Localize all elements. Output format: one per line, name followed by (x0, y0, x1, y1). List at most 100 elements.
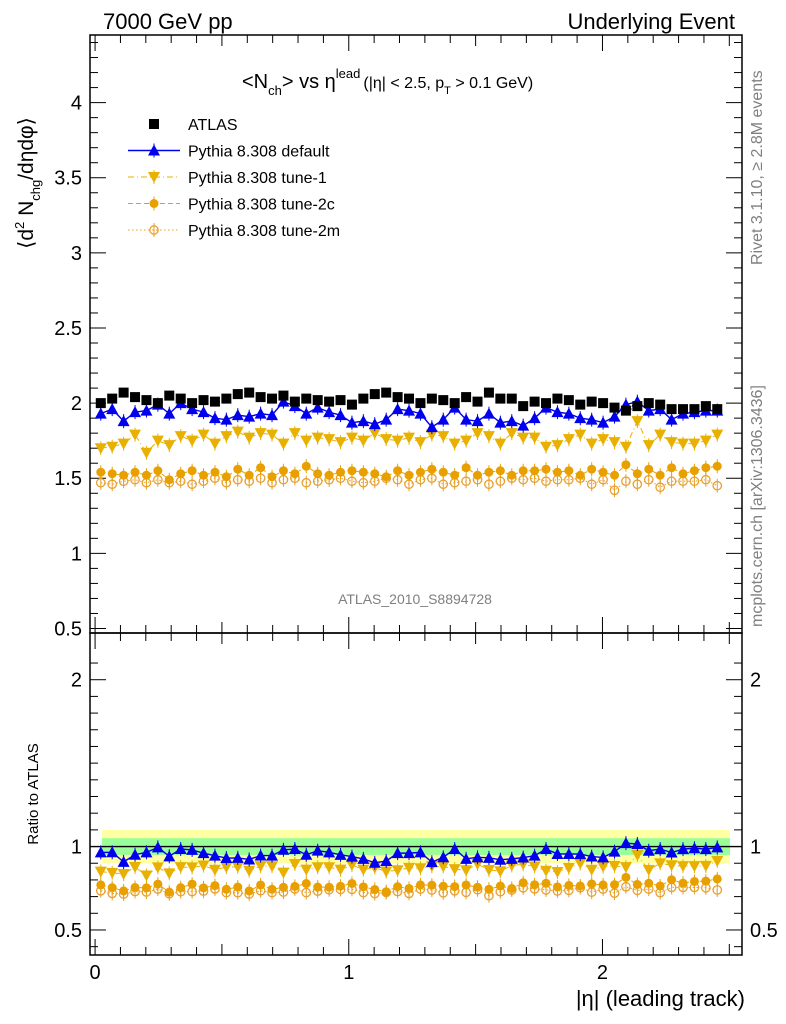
ratio-point (621, 872, 631, 882)
data-point (334, 437, 347, 449)
data-point (711, 429, 724, 441)
ratio-point (357, 864, 370, 876)
ratio-point (494, 853, 507, 865)
data-point (608, 410, 621, 422)
data-point (597, 416, 610, 428)
data-point (117, 415, 130, 427)
data-point (712, 480, 723, 491)
data-point (358, 467, 368, 477)
data-point (655, 482, 666, 493)
ratio-point (460, 852, 473, 864)
ratio-point (437, 861, 450, 873)
ratio-point (163, 868, 176, 880)
data-point (300, 407, 313, 419)
ratio-point (174, 843, 187, 855)
data-point (187, 466, 197, 476)
data-point (141, 395, 152, 406)
data-point (151, 435, 164, 447)
data-point (471, 415, 484, 427)
ratio-point (266, 849, 279, 861)
ratio-point (368, 856, 381, 868)
data-point (130, 467, 140, 477)
data-point (199, 470, 209, 480)
data-point (198, 395, 209, 406)
data-point (221, 472, 231, 482)
ratio-point (505, 852, 518, 864)
ratio-point (336, 881, 346, 891)
data-point (437, 413, 450, 425)
data-point (243, 410, 256, 422)
ratio-point (403, 847, 416, 859)
data-point (505, 428, 518, 440)
data-point (483, 387, 494, 398)
data-point (495, 393, 506, 404)
ratio-point (564, 880, 574, 890)
title-cut-a: (|η| < 2.5, p (363, 75, 444, 92)
ratio-point (425, 856, 438, 868)
ratio-point (631, 849, 644, 861)
data-point (619, 441, 632, 453)
main-data-marks (94, 387, 724, 498)
data-point (95, 398, 106, 409)
ratio-point (129, 848, 142, 860)
ratio-point (256, 880, 266, 890)
data-point (518, 401, 529, 412)
data-point (712, 461, 722, 471)
data-point (311, 432, 324, 444)
ratio-point (450, 882, 460, 892)
ratio-point (277, 843, 290, 855)
data-point (666, 404, 677, 415)
data-point (175, 393, 186, 404)
data-point (301, 477, 312, 488)
ratio-data-marks (94, 836, 724, 903)
data-point (300, 435, 313, 447)
data-point (187, 479, 197, 490)
y-tick-label: 2 (71, 393, 82, 415)
data-point (517, 432, 530, 444)
data-point (461, 476, 471, 487)
data-point (368, 418, 381, 430)
ratio-point (711, 856, 724, 868)
ratio-point (254, 861, 267, 873)
data-point (472, 396, 483, 407)
data-point (667, 463, 677, 473)
y-tick-label: 4 (71, 93, 82, 115)
data-point (197, 406, 210, 418)
data-point (597, 434, 610, 446)
ratio-point (290, 881, 300, 891)
data-point (541, 398, 552, 409)
ratio-point (667, 875, 677, 885)
ratio-point (334, 848, 347, 860)
data-point (231, 426, 244, 438)
data-point (370, 469, 380, 479)
ratio-point (311, 844, 324, 856)
ratio-point (151, 841, 164, 853)
ratio-point (587, 879, 597, 889)
data-point (631, 416, 644, 428)
data-point (244, 470, 254, 480)
ratio-point (130, 882, 140, 892)
data-point (665, 413, 678, 425)
data-point (267, 472, 277, 482)
ratio-point (654, 843, 667, 855)
data-point (586, 396, 597, 407)
data-point (460, 435, 473, 447)
data-point (311, 401, 324, 413)
data-point (357, 435, 370, 447)
data-point (106, 403, 119, 415)
data-point (678, 469, 688, 479)
ratio-point (484, 884, 494, 894)
ratio-point (712, 874, 722, 884)
data-point (540, 441, 553, 453)
ratio-y-tick-label: 1 (71, 837, 82, 859)
legend-label: Pythia 8.308 default (188, 144, 330, 161)
data-point (574, 412, 587, 424)
data-point (129, 429, 142, 441)
data-point (608, 437, 621, 449)
data-point (267, 393, 278, 404)
ratio-point (106, 846, 119, 858)
data-point (575, 399, 586, 410)
ratio-point (473, 882, 483, 892)
title-vs: > vs η (282, 71, 336, 93)
data-point (368, 428, 381, 440)
